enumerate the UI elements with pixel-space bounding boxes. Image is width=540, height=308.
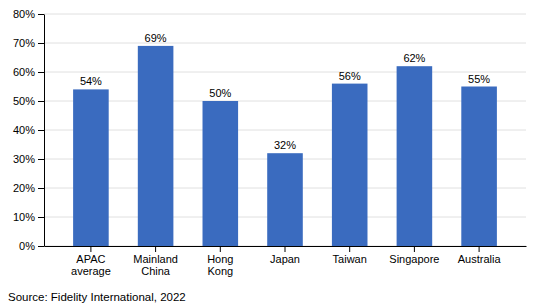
x-tick-label-line: Taiwan: [333, 253, 367, 265]
data-label: 56%: [339, 70, 361, 82]
y-tick: 10%: [13, 211, 44, 223]
y-tick: 40%: [13, 124, 44, 136]
x-tick: MainlandChina: [133, 246, 178, 277]
y-axis-line: [44, 15, 45, 247]
y-tick-label: 30%: [13, 153, 35, 165]
y-tick-label: 50%: [13, 95, 35, 107]
x-tick-label: Australia: [458, 253, 502, 265]
y-tick: 50%: [13, 95, 44, 107]
x-tick-label: Japan: [270, 253, 300, 265]
x-tick-line: [479, 246, 480, 252]
grid-line: [44, 130, 526, 131]
y-tick: 0%: [19, 240, 44, 252]
y-tick-line: [38, 14, 44, 15]
data-label: 32%: [274, 139, 296, 151]
y-tick-line: [38, 43, 44, 44]
y-tick-line: [38, 72, 44, 73]
y-tick-label: 40%: [13, 124, 35, 136]
grid-line: [44, 72, 526, 73]
y-tick: 20%: [13, 182, 44, 194]
bar: [332, 84, 368, 246]
data-label: 50%: [209, 87, 231, 99]
x-tick-label-line: Australia: [458, 253, 502, 265]
y-tick: 60%: [13, 66, 44, 78]
x-axis: APACaverage MainlandChina HongKong Japan Tai…: [45, 246, 527, 277]
x-tick-label: APACaverage: [71, 253, 111, 278]
x-tick: Japan: [270, 246, 300, 265]
x-tick-line: [220, 246, 221, 252]
chart-container: 0% 10% 20% 30% 40% 50% 60% 70% 80% APACaverage Mai…: [0, 0, 540, 308]
bars: [73, 46, 497, 246]
x-tick-label: MainlandChina: [133, 253, 178, 278]
x-tick-label-line: Kong: [207, 265, 233, 277]
x-tick-label-line: APAC: [76, 253, 105, 265]
y-tick: 70%: [13, 37, 44, 49]
y-tick-line: [38, 217, 44, 218]
x-tick: Singapore: [389, 246, 439, 265]
y-tick-line: [38, 101, 44, 102]
x-tick-label-line: Japan: [270, 253, 300, 265]
bar: [397, 66, 433, 246]
x-tick-label-line: Singapore: [389, 253, 439, 265]
x-tick-label-line: Hong: [207, 253, 233, 265]
data-labels: 54% 69% 50% 32% 56% 62% 55%: [80, 32, 490, 151]
data-label: 54%: [80, 75, 102, 87]
y-axis: 0% 10% 20% 30% 40% 50% 60% 70% 80%: [13, 8, 45, 252]
x-tick: Taiwan: [333, 246, 367, 265]
y-tick: 80%: [13, 8, 44, 20]
y-tick: 30%: [13, 153, 44, 165]
grid-line: [44, 101, 526, 102]
bar: [203, 101, 239, 246]
grid-line: [44, 14, 526, 15]
source-note: Source: Fidelity International, 2022: [8, 291, 186, 303]
plot-area: 0% 10% 20% 30% 40% 50% 60% 70% 80% APACaverage Mai…: [13, 8, 527, 277]
x-tick: Australia: [458, 246, 502, 265]
grid: [44, 14, 526, 246]
y-tick-label: 70%: [13, 37, 35, 49]
y-tick-line: [38, 159, 44, 160]
y-tick-line: [38, 130, 44, 131]
data-label: 55%: [468, 73, 490, 85]
x-tick-label: Singapore: [389, 253, 439, 265]
grid-line: [44, 43, 526, 44]
data-label: 62%: [403, 52, 425, 64]
y-tick-line: [38, 246, 44, 247]
x-tick-line: [285, 246, 286, 252]
bar: [461, 87, 497, 247]
bar: [267, 153, 303, 246]
x-tick-label-line: China: [141, 265, 171, 277]
x-tick-label: Taiwan: [333, 253, 367, 265]
x-tick-label-line: average: [71, 265, 111, 277]
y-tick-label: 20%: [13, 182, 35, 194]
y-tick-label: 10%: [13, 211, 35, 223]
chart-svg: 0% 10% 20% 30% 40% 50% 60% 70% 80% APACaverage Mai…: [0, 0, 540, 308]
x-tick-label: HongKong: [207, 253, 233, 278]
y-tick-label: 80%: [13, 8, 35, 20]
x-tick-label-line: Mainland: [133, 253, 178, 265]
x-tick: APACaverage: [71, 246, 111, 277]
x-tick: HongKong: [207, 246, 233, 277]
x-tick-line: [414, 246, 415, 252]
y-tick-line: [38, 188, 44, 189]
x-tick-line: [90, 246, 91, 252]
bar: [138, 46, 174, 246]
x-tick-line: [349, 246, 350, 252]
x-tick-line: [155, 246, 156, 252]
y-tick-label: 60%: [13, 66, 35, 78]
data-label: 69%: [145, 32, 167, 44]
y-tick-label: 0%: [19, 240, 35, 252]
bar: [73, 89, 109, 246]
